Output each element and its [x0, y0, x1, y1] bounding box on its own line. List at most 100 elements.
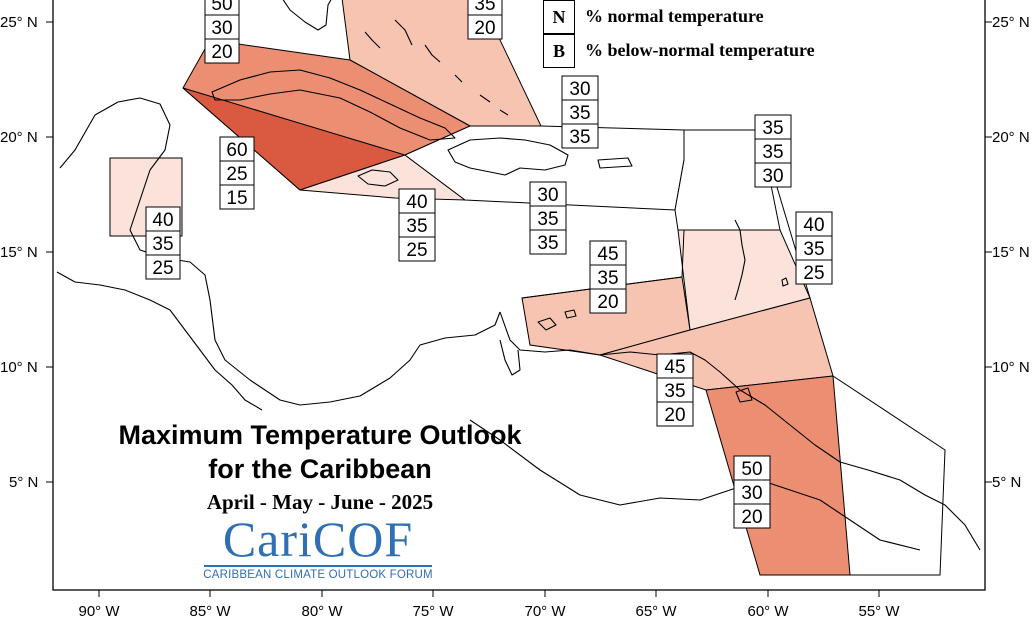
- prob-above: 35: [762, 118, 783, 139]
- title-line-2: for the Caribbean: [208, 454, 432, 484]
- prob-above: 45: [597, 244, 618, 265]
- coast-hispaniola: [447, 137, 569, 176]
- prob-below: 25: [406, 240, 427, 261]
- lat-label: 20° N: [0, 129, 38, 146]
- lat-label: 20° N: [992, 129, 1030, 146]
- prob-normal: 35: [569, 103, 590, 124]
- legend-text-normal: % normal temperature: [585, 6, 764, 26]
- coastlines: [56, 0, 981, 551]
- prob-below: 35: [537, 233, 558, 254]
- prob-box-trinidad: 45 35 20: [656, 353, 694, 427]
- coast-venezuela: [499, 311, 741, 391]
- prob-box-turks-caicos: 30 35 35: [561, 75, 599, 149]
- lat-label: 25° N: [0, 14, 38, 31]
- latitude-axis-right: 25° N 20° N 15° N 10° N 5° N: [985, 14, 1030, 491]
- logo-wordmark: CariCOF: [200, 514, 436, 564]
- lat-label: 10° N: [0, 359, 38, 376]
- prob-below: 30: [762, 166, 783, 187]
- prob-above: 30: [537, 185, 558, 206]
- outlook-period: April - May - June - 2025: [206, 490, 434, 514]
- prob-box-bahamas-east: 35 20: [467, 0, 503, 40]
- prob-below: 20: [741, 507, 762, 528]
- lon-label: 75° W: [412, 603, 454, 620]
- logo-rule: [204, 565, 432, 567]
- legend-row-below: B % below-normal temperature: [543, 34, 863, 68]
- probability-boxes: 50 30 20 35 20 40 35 25 60 25 15 40 35: [145, 0, 833, 529]
- prob-box-leeward: 35 35 30: [754, 114, 792, 188]
- coast-yucatan: [59, 97, 171, 231]
- lon-label: 60° W: [747, 603, 789, 620]
- lon-label: 70° W: [524, 603, 566, 620]
- prob-normal: 35: [474, 0, 495, 15]
- lat-label: 5° N: [992, 474, 1021, 491]
- lat-label: 25° N: [992, 14, 1030, 31]
- prob-above: 50: [211, 0, 232, 15]
- lon-label: 80° W: [301, 603, 343, 620]
- zone-outline: [521, 229, 685, 299]
- coast-bahamas: [364, 19, 509, 116]
- prob-box-abc: 45 35 20: [589, 240, 627, 314]
- prob-below: 25: [803, 263, 824, 284]
- prob-box-hispaniola: 30 35 35: [529, 181, 567, 255]
- coast-trinidad: [735, 387, 753, 403]
- prob-normal: 35: [762, 142, 783, 163]
- zone-outline: [832, 375, 946, 576]
- prob-below: 20: [597, 292, 618, 313]
- coast-jamaica: [357, 169, 399, 187]
- coast-guianas: [739, 389, 981, 551]
- prob-box-guianas: 50 30 20: [733, 455, 771, 529]
- prob-normal: 35: [152, 234, 173, 255]
- coast-lesser-antilles: [734, 219, 746, 301]
- prob-below: 20: [211, 42, 232, 63]
- prob-above: 45: [664, 357, 685, 378]
- logo-suffix: COF: [312, 511, 414, 567]
- coast-abc-islands: [537, 309, 577, 331]
- logo-tagline: CARIBBEAN CLIMATE OUTLOOK FORUM: [203, 569, 433, 581]
- prob-normal: 35: [597, 268, 618, 289]
- prob-normal: 35: [406, 216, 427, 237]
- lon-label: 65° W: [635, 603, 677, 620]
- coast-central-america-west: [56, 271, 263, 411]
- lon-label: 55° W: [858, 603, 900, 620]
- coast-colombia: [299, 311, 501, 406]
- prob-normal: 35: [664, 381, 685, 402]
- legend-text-below: % below-normal temperature: [585, 40, 815, 60]
- lat-label: 15° N: [992, 244, 1030, 261]
- coast-barbados: [781, 277, 789, 287]
- prob-above: 40: [406, 192, 427, 213]
- prob-above: 40: [803, 215, 824, 236]
- coast-lake-maracaibo: [499, 339, 521, 376]
- coast-venezuela-interior: [469, 419, 921, 551]
- prob-normal: 35: [537, 209, 558, 230]
- prob-box-windward: 40 35 25: [795, 211, 833, 285]
- legend-key-below: B: [543, 34, 575, 68]
- map-title: Maximum Temperature Outlook for the Cari…: [70, 418, 570, 486]
- prob-below: 15: [226, 188, 247, 209]
- coast-puerto-rico: [597, 157, 633, 169]
- lon-label: 85° W: [189, 603, 231, 620]
- prob-above: 60: [226, 140, 247, 161]
- longitude-axis: 90° W 85° W 80° W 75° W 70° W 65° W 60° …: [78, 590, 900, 620]
- legend-row-normal: N % normal temperature: [543, 0, 863, 34]
- prob-above: 40: [152, 210, 173, 231]
- lat-label: 15° N: [0, 244, 38, 261]
- logo-prefix: Cari: [222, 511, 313, 567]
- prob-above: 50: [741, 459, 762, 480]
- lat-label: 10° N: [992, 359, 1030, 376]
- prob-above: 30: [569, 79, 590, 100]
- caricof-logo: CariCOF CARIBBEAN CLIMATE OUTLOOK FORUM: [200, 514, 436, 581]
- prob-normal: 25: [226, 164, 247, 185]
- prob-box-bahamas-west: 50 30 20: [204, 0, 240, 64]
- prob-below: 20: [664, 405, 685, 426]
- legend-key-normal: N: [543, 0, 575, 34]
- title-line-1: Maximum Temperature Outlook: [118, 420, 522, 450]
- prob-box-belize: 40 35 25: [145, 206, 181, 280]
- prob-box-jamaica-haiti-sea: 40 35 25: [398, 188, 436, 262]
- prob-normal: 30: [741, 483, 762, 504]
- prob-box-cayman-jamaica: 60 25 15: [219, 136, 255, 210]
- coast-florida: [282, 0, 332, 31]
- prob-normal: 30: [211, 18, 232, 39]
- prob-below: 35: [569, 127, 590, 148]
- lat-label: 5° N: [9, 474, 38, 491]
